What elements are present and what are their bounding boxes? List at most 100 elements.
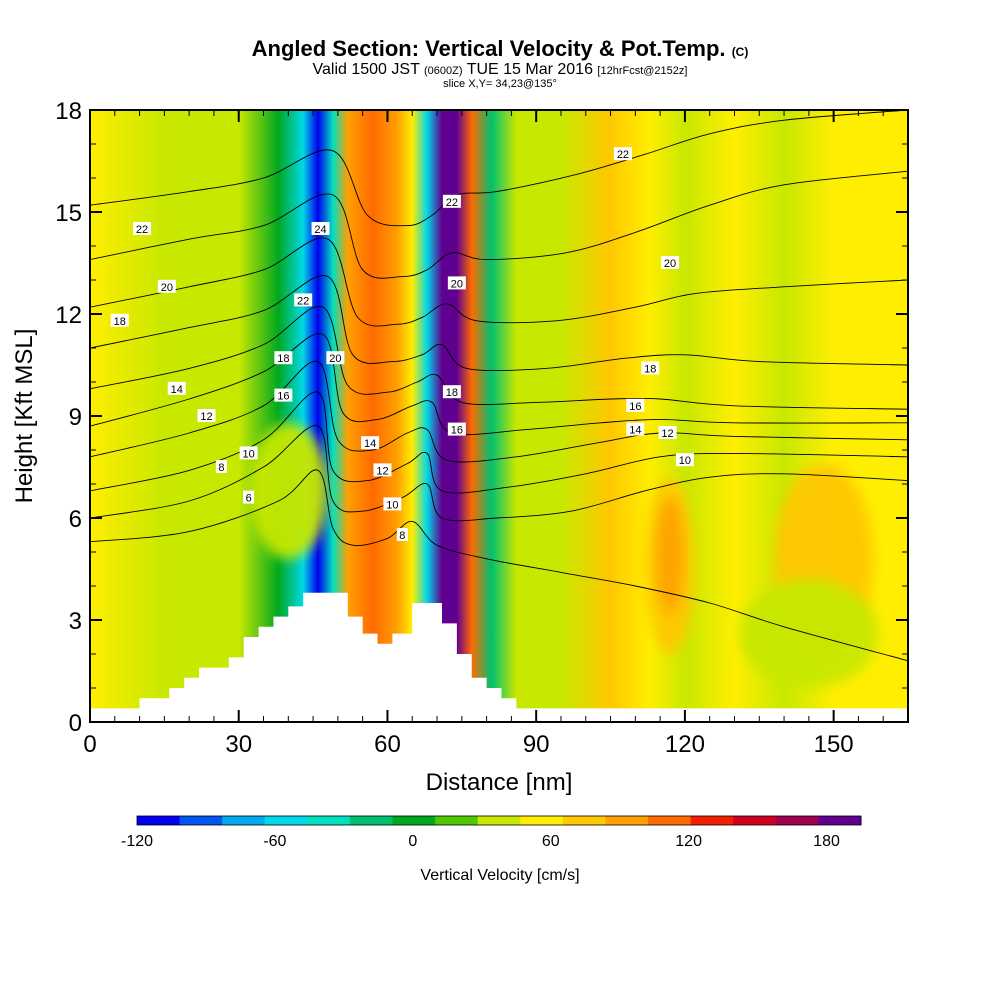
slice-info: slice X,Y= 34,23@135° bbox=[443, 78, 557, 90]
x-axis-label: Distance [nm] bbox=[426, 769, 573, 796]
svg-text:22: 22 bbox=[136, 224, 148, 236]
x-tick-label-60: 60 bbox=[374, 731, 401, 758]
contour-label-14: 12 bbox=[373, 463, 392, 477]
svg-text:14: 14 bbox=[629, 425, 641, 437]
isotherm-6 bbox=[90, 469, 908, 662]
velocity-cell-1 bbox=[657, 497, 683, 614]
contour-label-27: 10 bbox=[675, 453, 694, 467]
colorbar-swatch-12 bbox=[648, 816, 692, 825]
svg-text:18: 18 bbox=[114, 316, 126, 328]
isotherm-contours bbox=[90, 110, 908, 662]
colorbar: -120 -60 0 60 120 180 Vertical Velocity [cm/s] bbox=[121, 815, 862, 884]
svg-text:12: 12 bbox=[376, 465, 388, 477]
isotherm-10 bbox=[90, 391, 908, 494]
contour-label-24: 16 bbox=[626, 398, 645, 413]
colorbar-swatch-15 bbox=[775, 816, 819, 825]
contour-labels: 22 20 18 14 12 10 8 6 24 22 18 16 20 14 12 10 8 22 20 18 16 2… bbox=[110, 147, 694, 542]
contour-label-6: 8 bbox=[215, 460, 227, 474]
y-tick-label-9: 9 bbox=[69, 404, 82, 431]
y-axis-label: Height [Kft MSL] bbox=[11, 329, 38, 504]
y-tick-label-18: 18 bbox=[55, 98, 82, 125]
y-tick-label-6: 6 bbox=[69, 506, 82, 533]
contour-label-23: 18 bbox=[641, 361, 660, 375]
isotherm-18 bbox=[90, 275, 908, 372]
chart-title: Angled Section: Vertical Velocity & Pot.… bbox=[251, 36, 749, 61]
contour-label-0: 22 bbox=[133, 222, 152, 236]
contour-label-2: 18 bbox=[110, 313, 129, 328]
colorbar-swatch-4 bbox=[307, 816, 351, 825]
colorbar-tick-180: 180 bbox=[813, 833, 840, 850]
contour-label-20: 16 bbox=[447, 422, 466, 437]
isotherm-14 bbox=[90, 333, 908, 436]
svg-text:22: 22 bbox=[297, 295, 309, 307]
svg-text:20: 20 bbox=[329, 353, 341, 365]
valid-zulu: (0600Z) bbox=[424, 65, 463, 77]
svg-text:22: 22 bbox=[617, 149, 629, 161]
colorbar-swatch-11 bbox=[605, 816, 649, 825]
y-tick-label-3: 3 bbox=[69, 608, 82, 635]
title-unit: (C) bbox=[731, 45, 749, 59]
svg-text:8: 8 bbox=[399, 530, 405, 542]
contour-label-21: 22 bbox=[613, 147, 632, 161]
contour-label-8: 24 bbox=[311, 222, 330, 236]
isotherm-16 bbox=[90, 305, 908, 410]
colorbar-swatch-5 bbox=[349, 816, 394, 825]
contour-label-25: 14 bbox=[626, 422, 645, 437]
svg-text:16: 16 bbox=[629, 401, 641, 413]
colorbar-swatch-14 bbox=[733, 816, 777, 825]
contour-label-7: 6 bbox=[243, 490, 255, 505]
svg-text:6: 6 bbox=[246, 493, 252, 505]
colorbar-swatch-10 bbox=[562, 816, 606, 825]
colorbar-swatch-3 bbox=[264, 816, 308, 825]
colorbar-swatch-2 bbox=[222, 816, 266, 825]
contour-label-12: 20 bbox=[326, 351, 345, 365]
plot-area: 22 20 18 14 12 10 8 6 24 22 18 16 20 14 12 10 8 22 20 18 16 2… bbox=[90, 110, 908, 722]
contour-label-5: 10 bbox=[239, 446, 258, 460]
chart-subtitle: Valid 1500 JST (0600Z) TUE 15 Mar 2016 [… bbox=[312, 61, 688, 78]
colorbar-tick--60: -60 bbox=[263, 833, 286, 850]
svg-text:22: 22 bbox=[446, 197, 458, 209]
x-tick-label-0: 0 bbox=[83, 731, 96, 758]
svg-text:10: 10 bbox=[243, 448, 255, 460]
svg-text:18: 18 bbox=[644, 363, 656, 375]
x-tick-label-120: 120 bbox=[665, 731, 705, 758]
velocity-cell-4 bbox=[248, 422, 328, 559]
svg-text:24: 24 bbox=[314, 224, 326, 236]
colorbar-swatch-8 bbox=[477, 816, 521, 825]
contour-label-22: 20 bbox=[661, 256, 680, 270]
contour-label-18: 20 bbox=[447, 276, 466, 290]
svg-text:18: 18 bbox=[277, 353, 289, 365]
colorbar-tick--120: -120 bbox=[121, 833, 153, 850]
contour-label-4: 12 bbox=[197, 409, 216, 423]
contour-label-15: 10 bbox=[383, 497, 402, 511]
svg-text:10: 10 bbox=[386, 499, 398, 511]
forecast-info: [12hrFcst@2152z] bbox=[597, 65, 688, 77]
isotherm-8 bbox=[90, 425, 908, 522]
svg-text:14: 14 bbox=[171, 384, 183, 396]
svg-text:8: 8 bbox=[218, 462, 224, 474]
contour-label-19: 18 bbox=[442, 385, 461, 399]
colorbar-tick-0: 0 bbox=[408, 833, 417, 850]
x-tick-label-30: 30 bbox=[225, 731, 252, 758]
terrain-mask bbox=[90, 592, 908, 722]
contour-label-17: 22 bbox=[442, 194, 461, 209]
colorbar-swatch-1 bbox=[179, 816, 223, 825]
colorbar-tick-120: 120 bbox=[675, 833, 702, 850]
colorbar-swatch-0 bbox=[137, 816, 181, 825]
svg-text:20: 20 bbox=[161, 282, 173, 294]
colorbar-swatch-6 bbox=[392, 816, 436, 825]
svg-text:14: 14 bbox=[364, 438, 376, 450]
contour-label-11: 16 bbox=[274, 388, 293, 403]
svg-text:16: 16 bbox=[451, 425, 463, 437]
isotherm-20 bbox=[90, 237, 908, 327]
isotherm-22 bbox=[90, 170, 908, 279]
x-tick-label-150: 150 bbox=[814, 731, 854, 758]
contour-label-3: 14 bbox=[167, 381, 186, 396]
contour-label-1: 20 bbox=[157, 279, 176, 294]
colorbar-swatch-7 bbox=[435, 816, 479, 825]
contour-label-13: 14 bbox=[361, 436, 380, 450]
svg-text:12: 12 bbox=[200, 411, 212, 423]
colorbar-swatch-13 bbox=[690, 816, 734, 825]
y-tick-label-12: 12 bbox=[55, 302, 82, 329]
